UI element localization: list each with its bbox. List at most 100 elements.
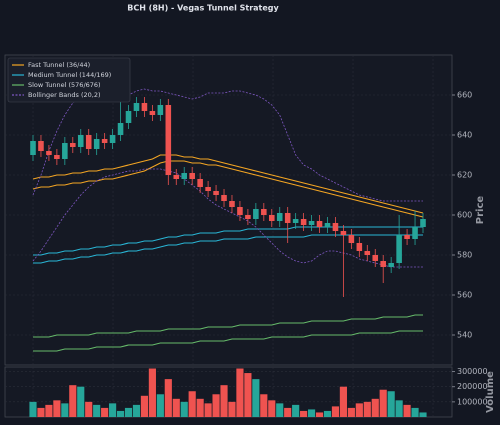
volume-bar (124, 407, 133, 417)
y-tick-label: 100000 (457, 397, 488, 406)
volume-bar (395, 400, 403, 417)
tunnel-line (33, 314, 423, 338)
candle-body (308, 221, 315, 225)
volume-bar (156, 394, 164, 417)
candle-body (101, 139, 108, 143)
volume-bar (307, 409, 316, 417)
candle-body (165, 105, 172, 175)
candle-body (245, 215, 251, 219)
volume-bar (347, 407, 355, 417)
volume-bar (180, 401, 188, 417)
tunnel-line (33, 330, 423, 352)
volume-bar (220, 385, 228, 417)
candle-body (229, 201, 235, 207)
candle-body (46, 151, 52, 155)
y-tick-label: 560 (457, 291, 472, 300)
y-axis-label: Price (475, 196, 486, 225)
volume-bar (196, 398, 204, 417)
candle-body (213, 191, 219, 195)
volume-bar (53, 400, 61, 417)
volume-bar (93, 404, 101, 417)
candle-body (70, 143, 76, 147)
volume-bar (339, 386, 347, 417)
candle-body (372, 255, 379, 261)
volume-bar (45, 404, 53, 417)
tunnel-line (32, 168, 423, 268)
volume-bar (148, 368, 156, 417)
candle-body (316, 221, 323, 227)
volume-bar (85, 401, 93, 417)
candle-body (268, 215, 275, 221)
volume-bar (260, 394, 268, 417)
chart-title: BCH (8H) - Vegas Tunnel Strategy (127, 4, 279, 13)
volume-bar (37, 407, 45, 417)
volume-bar (69, 385, 77, 417)
legend-label: Fast Tunnel (36/44) (28, 61, 90, 69)
y-tick-label: 660 (457, 91, 472, 100)
tunnel-line (32, 154, 424, 214)
volume-bar (300, 410, 308, 417)
volume-bar (244, 373, 252, 417)
volume-bar (411, 407, 419, 417)
candle-body (284, 213, 291, 223)
volume-bar (331, 406, 340, 417)
volume-bar (109, 403, 117, 417)
volume-bar (292, 404, 300, 417)
candle-body (54, 155, 60, 159)
legend-label: Bollinger Bands (20,2) (28, 91, 101, 99)
candle-body (173, 175, 180, 179)
candle-body (237, 207, 243, 215)
y-tick-label: 600 (457, 211, 472, 220)
y-tick-label: 540 (457, 331, 472, 340)
candle-body (396, 235, 402, 263)
volume-bar (363, 401, 371, 417)
volume-bar (276, 403, 284, 417)
volume-bar (188, 391, 196, 417)
candle-body (332, 223, 339, 231)
candle-body (404, 235, 410, 239)
candle-body (85, 135, 92, 149)
volume-bar (252, 379, 260, 417)
volume-bar (419, 412, 427, 417)
candle-body (412, 227, 418, 239)
candle-body (221, 195, 227, 201)
candle-body (125, 111, 132, 123)
candle-body (292, 219, 299, 223)
candle-body (38, 141, 44, 151)
volume-bar (132, 404, 141, 417)
candle-body (62, 143, 68, 159)
legend-label: Slow Tunnel (576/676) (28, 81, 101, 89)
candle-body (181, 173, 188, 179)
volume-bar (403, 404, 411, 417)
candle-body (356, 243, 363, 251)
y-tick-label: 640 (457, 131, 472, 140)
volume-bar (164, 379, 172, 417)
tunnel-line (33, 234, 423, 264)
candle-body (420, 219, 426, 227)
candle-body (380, 261, 386, 267)
volume-bar (284, 407, 292, 417)
candle-body (197, 179, 203, 187)
volume-bar (379, 389, 387, 417)
legend-box (7, 57, 131, 103)
volume-bar (29, 401, 37, 417)
volume-bar (212, 394, 220, 417)
volume-bar (315, 412, 324, 417)
candle-body (300, 219, 307, 225)
candle-body (77, 135, 84, 147)
volume-bar (140, 395, 149, 417)
y-tick-label: 620 (457, 171, 472, 180)
candle-body (93, 139, 100, 149)
candle-body (141, 103, 148, 111)
candle-body (348, 235, 355, 243)
volume-bar (172, 398, 180, 417)
candle-body (133, 103, 140, 111)
volume-bar (355, 403, 363, 417)
volume-bar (228, 401, 236, 417)
volume-axis-label: Volume (485, 371, 496, 413)
tunnel-line (33, 226, 423, 256)
candle-body (117, 123, 124, 135)
volume-bar (236, 368, 244, 417)
y-tick-label: 200000 (457, 382, 488, 391)
